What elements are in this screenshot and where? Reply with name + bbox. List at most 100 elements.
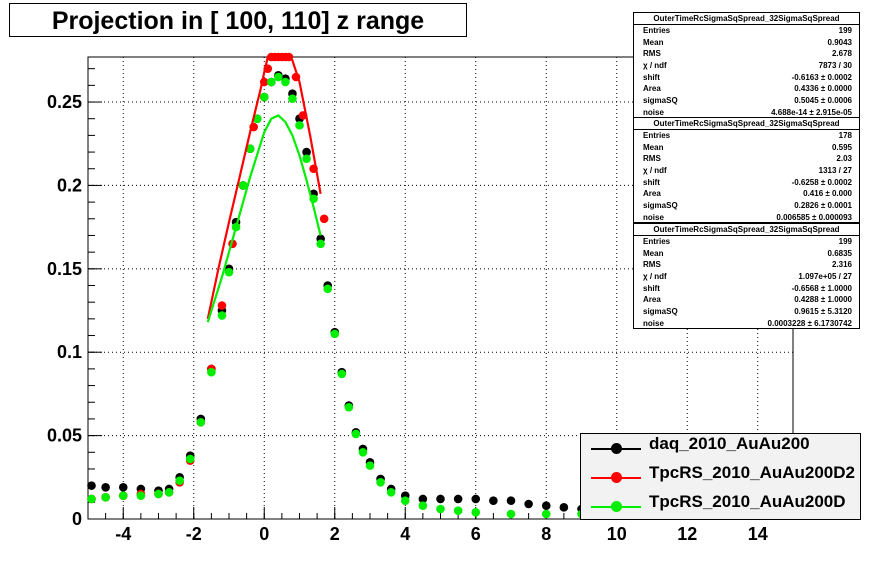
stats-row: shift -0.6258 ± 0.0002 [634, 177, 859, 189]
stats-value: -0.6258 ± 0.0002 [791, 177, 852, 187]
stats-value: -0.6163 ± 0.0002 [791, 72, 852, 82]
data-point [281, 77, 290, 87]
data-point [351, 429, 361, 439]
stats-row: noise 0.0003228 ± 6.1730742 [634, 318, 859, 330]
stats-header: OuterTimeRcSigmaSqSpread_32SigmaSqSpread [634, 224, 859, 236]
data-marks [87, 52, 604, 519]
data-point [365, 461, 375, 470]
stats-rows: Entries 199 Mean 0.9043 RMS 2.678 χ / ndf 7873 … [634, 25, 859, 119]
data-point [302, 147, 311, 157]
data-point [302, 154, 311, 164]
stats-key: χ / ndf [643, 272, 667, 282]
stats-row: Mean 0.595 [634, 142, 859, 154]
data-point [259, 92, 269, 102]
stats-value: -0.6568 ± 1.0000 [791, 283, 852, 293]
stats-value: 0.9043 [827, 37, 852, 47]
stats-key: χ / ndf [643, 61, 667, 71]
fit-curve [206, 55, 322, 320]
legend-entry-d2: TpcRS_2010_AuAu200D2 [581, 463, 862, 492]
stats-value: 0.0003228 ± 6.1730742 [767, 318, 852, 328]
data-point [506, 496, 516, 505]
data-point [288, 94, 297, 103]
stats-value: 2.03 [836, 154, 852, 164]
stats-key: noise [643, 212, 664, 222]
stats-value: 0.2826 ± 0.0001 [794, 201, 852, 211]
stats-row: sigmaSQ 0.9615 ± 5.3120 [634, 306, 859, 318]
stats-row: Mean 0.6835 [634, 248, 859, 260]
data-point [87, 494, 96, 504]
legend-entry-d: TpcRS_2010_AuAu200D [581, 492, 862, 521]
stats-value: 199 [838, 237, 852, 246]
stats-value: 2.316 [831, 260, 852, 270]
data-point [238, 181, 248, 190]
stats-row: shift -0.6163 ± 0.0002 [634, 72, 859, 84]
stats-row: Entries 178 [634, 130, 859, 142]
stats-key: sigmaSQ [643, 96, 678, 106]
y-tick-label: 0 [72, 509, 82, 529]
stats-row: sigmaSQ 0.5045 ± 0.0006 [634, 95, 859, 107]
data-point [295, 121, 304, 130]
stats-key: RMS [643, 260, 661, 270]
data-point [386, 488, 396, 497]
data-point [524, 499, 533, 509]
y-tick-label: 0.05 [47, 426, 82, 446]
data-point [154, 489, 163, 499]
data-point [217, 311, 227, 320]
x-tick-label: 6 [471, 524, 481, 544]
stats-row: Entries 199 [634, 236, 859, 248]
stats-rows: Entries 178 Mean 0.595 RMS 2.03 χ / ndf 1313 / … [634, 130, 859, 224]
data-point [175, 476, 184, 485]
data-point [274, 72, 283, 82]
data-point [101, 493, 110, 502]
stats-value: 0.006585 ± 0.000093 [776, 212, 852, 222]
data-point [344, 402, 354, 412]
data-point [489, 496, 498, 505]
stats-row: Entries 199 [634, 25, 859, 37]
data-point [319, 214, 329, 224]
stats-row: Mean 0.9043 [634, 37, 859, 49]
stats-row: shift -0.6568 ± 1.0000 [634, 283, 859, 295]
stats-key: Entries [643, 237, 671, 246]
data-point [224, 267, 234, 277]
stats-key: Area [643, 189, 661, 199]
stats-rows: Entries 199 Mean 0.6835 RMS 2.316 χ / ndf 1.097… [634, 236, 859, 330]
stats-row: noise 0.006585 ± 0.000093 [634, 212, 859, 224]
data-point [453, 506, 463, 515]
stats-value: 2.678 [831, 49, 852, 59]
y-tick-label: 0.25 [47, 92, 82, 112]
stats-value: 0.5045 ± 0.0006 [794, 96, 852, 106]
data-point [541, 509, 551, 519]
x-tick-label: -2 [186, 524, 202, 544]
data-point [337, 369, 347, 379]
stats-key: Mean [643, 142, 664, 152]
data-point [418, 494, 428, 504]
legend-marker [611, 472, 622, 483]
stats-key: RMS [643, 154, 661, 164]
stats-row: RMS 2.316 [634, 259, 859, 271]
stats-row: χ / ndf 1.097e+05 / 27 [634, 271, 859, 283]
data-point [101, 483, 110, 492]
stats-value: 0.4336 ± 0.0000 [794, 84, 852, 94]
stats-value: 0.4288 ± 1.0000 [794, 295, 852, 305]
data-point [471, 494, 481, 504]
data-point [358, 447, 368, 457]
stats-value: 7873 / 30 [818, 61, 852, 71]
stats-value: 0.9615 ± 5.3120 [794, 307, 852, 317]
data-point [136, 491, 146, 500]
stats-key: noise [643, 107, 664, 117]
x-tick-label: 14 [748, 524, 768, 544]
stats-row: noise 4.688e-14 ± 2.915e-05 [634, 107, 859, 119]
legend-marker [611, 501, 622, 512]
data-point [376, 478, 385, 487]
legend-label: TpcRS_2010_AuAu200D [649, 492, 846, 511]
data-point [207, 367, 216, 377]
data-point [323, 284, 333, 294]
data-point [418, 501, 428, 510]
legend-label: TpcRS_2010_AuAu200D2 [649, 463, 855, 482]
data-point [471, 508, 481, 517]
stats-row: RMS 2.678 [634, 48, 859, 60]
x-tick-label: 10 [607, 524, 627, 544]
stats-value: 0.595 [831, 142, 852, 152]
x-tick-label: -4 [115, 524, 131, 544]
y-tick-label: 0.15 [47, 259, 82, 279]
